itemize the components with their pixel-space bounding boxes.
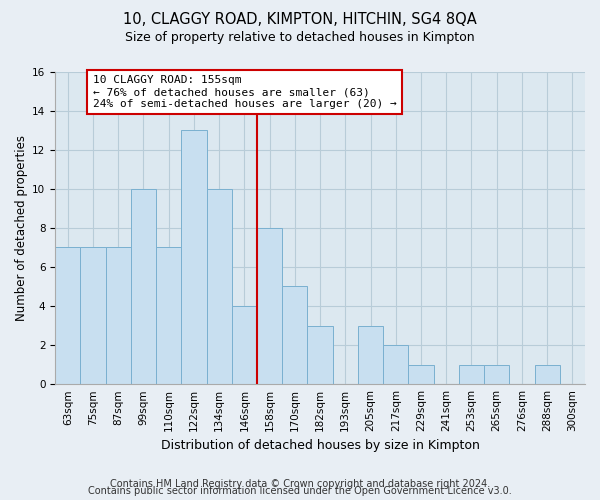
Y-axis label: Number of detached properties: Number of detached properties [15, 135, 28, 321]
Bar [55, 248, 80, 384]
Text: 10 CLAGGY ROAD: 155sqm
← 76% of detached houses are smaller (63)
24% of semi-det: 10 CLAGGY ROAD: 155sqm ← 76% of detached… [93, 76, 397, 108]
Bar [307, 326, 332, 384]
Bar [106, 248, 131, 384]
Text: 10, CLAGGY ROAD, KIMPTON, HITCHIN, SG4 8QA: 10, CLAGGY ROAD, KIMPTON, HITCHIN, SG4 8… [123, 12, 477, 28]
Bar [131, 189, 156, 384]
Bar [535, 364, 560, 384]
Bar [232, 306, 257, 384]
X-axis label: Distribution of detached houses by size in Kimpton: Distribution of detached houses by size … [161, 440, 479, 452]
Bar [156, 248, 181, 384]
Bar [206, 189, 232, 384]
Bar [484, 364, 509, 384]
Bar [383, 345, 409, 384]
Bar [459, 364, 484, 384]
Bar [409, 364, 434, 384]
Bar [358, 326, 383, 384]
Text: Contains HM Land Registry data © Crown copyright and database right 2024.: Contains HM Land Registry data © Crown c… [110, 479, 490, 489]
Bar [181, 130, 206, 384]
Bar [257, 228, 282, 384]
Bar [282, 286, 307, 384]
Bar [80, 248, 106, 384]
Text: Contains public sector information licensed under the Open Government Licence v3: Contains public sector information licen… [88, 486, 512, 496]
Text: Size of property relative to detached houses in Kimpton: Size of property relative to detached ho… [125, 31, 475, 44]
